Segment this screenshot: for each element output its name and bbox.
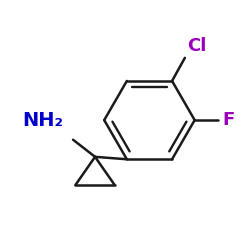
Text: NH₂: NH₂: [22, 111, 63, 130]
Text: Cl: Cl: [187, 38, 207, 56]
Text: F: F: [223, 111, 235, 129]
